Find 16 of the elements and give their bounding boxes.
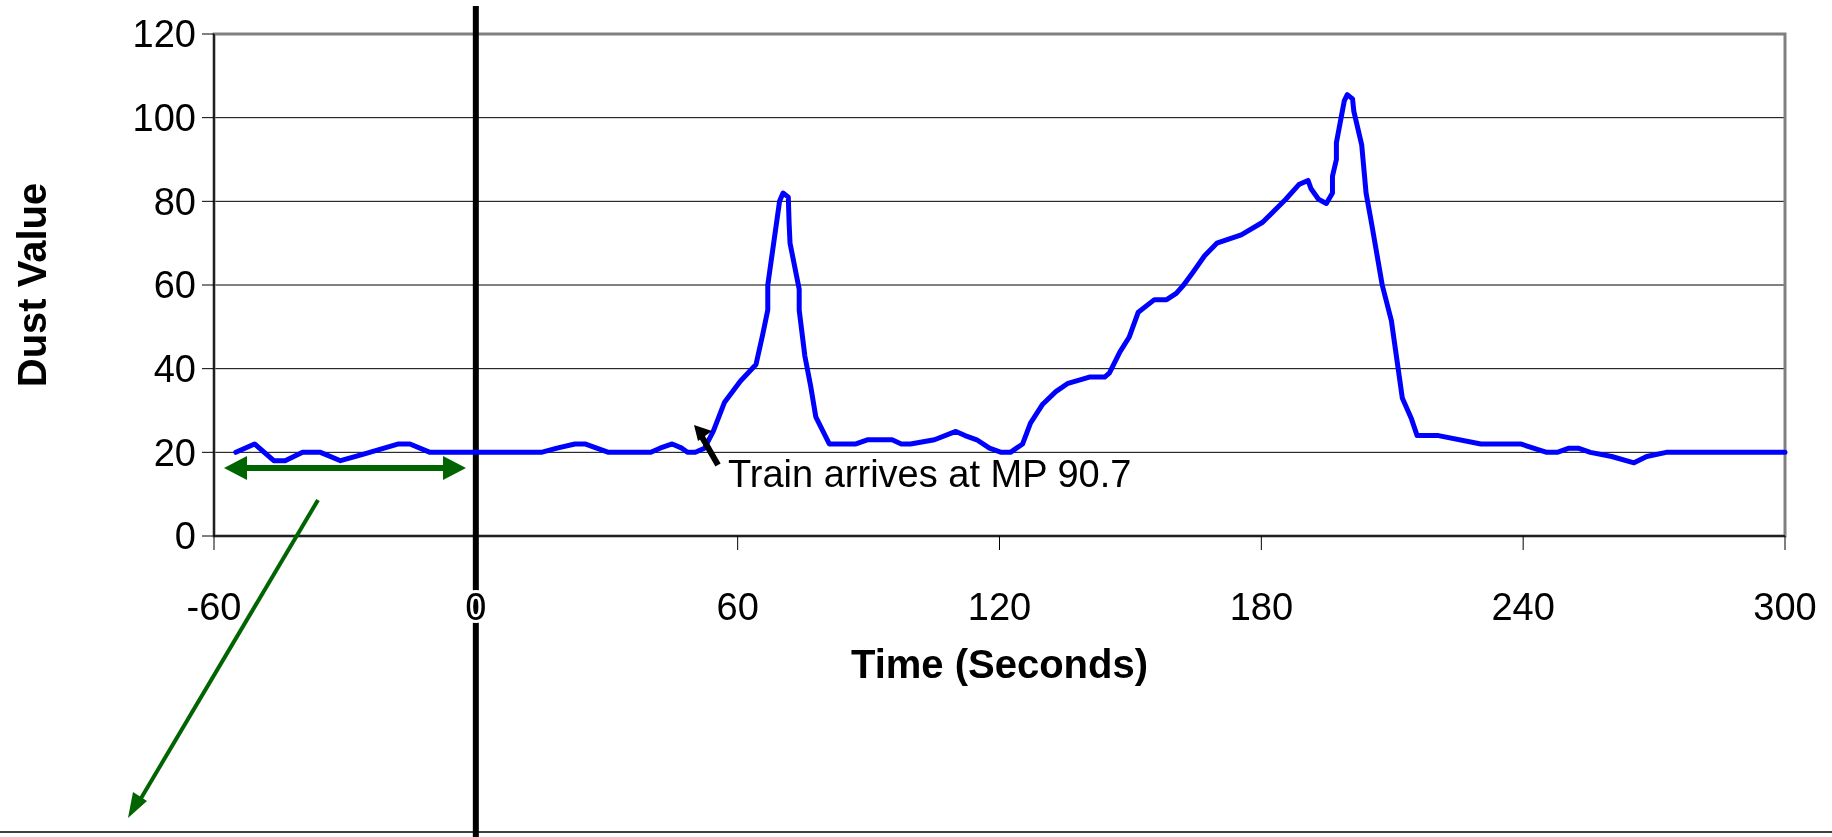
y-tick-label: 40 [153, 347, 196, 390]
x-tick-label: 240 [1491, 586, 1555, 628]
x-tick-label: 300 [1753, 586, 1817, 628]
y-tick-label: 120 [132, 13, 196, 56]
y-tick-label: 20 [153, 431, 196, 474]
x-tick-label: 60 [716, 586, 759, 628]
y-tick-label: 0 [174, 515, 196, 558]
x-tick-label: -60 [186, 586, 242, 628]
y-tick-label: 80 [153, 180, 196, 223]
x-tick-label: 180 [1229, 586, 1294, 628]
y-tick-label: 60 [153, 264, 196, 307]
y-tick-label: 100 [132, 96, 196, 139]
annotation: Train arrives at MP 90.7 [728, 453, 1132, 495]
y-axis-title: Dust Value [10, 182, 54, 388]
x-tick-label: 120 [967, 586, 1032, 628]
x-axis-title: Time (Seconds) [850, 642, 1149, 686]
